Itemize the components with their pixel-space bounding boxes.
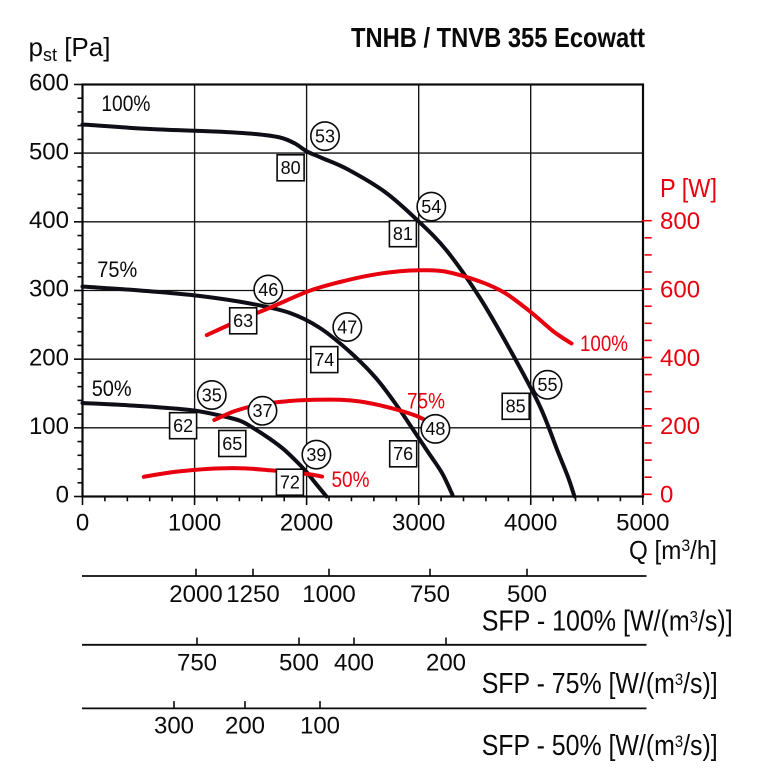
svg-text:pst [Pa]: pst [Pa] [29,32,111,65]
svg-text:72: 72 [280,473,300,493]
svg-text:80: 80 [281,158,301,178]
svg-text:75%: 75% [97,257,137,282]
svg-text:P [W]: P [W] [660,173,717,203]
svg-text:0: 0 [660,482,673,509]
svg-text:1000: 1000 [168,510,221,537]
svg-text:65: 65 [222,434,242,454]
svg-text:600: 600 [29,70,69,97]
svg-text:76: 76 [393,444,413,464]
svg-text:300: 300 [154,712,194,739]
svg-text:3000: 3000 [392,510,445,537]
svg-text:37: 37 [252,401,272,421]
svg-text:500: 500 [279,650,319,677]
svg-text:81: 81 [393,224,413,244]
svg-text:800: 800 [660,208,700,235]
svg-text:50%: 50% [92,376,132,401]
svg-text:47: 47 [337,317,357,337]
svg-text:100%: 100% [580,331,628,356]
svg-text:2000: 2000 [169,581,222,608]
svg-text:100%: 100% [101,91,150,116]
svg-text:1000: 1000 [302,581,355,608]
svg-text:200: 200 [426,650,466,677]
svg-text:74: 74 [314,350,334,370]
svg-text:46: 46 [258,280,278,300]
svg-text:500: 500 [29,138,69,165]
svg-text:85: 85 [506,397,526,417]
svg-text:75%: 75% [407,389,445,414]
svg-text:SFP - 50% [W/(m3/s)]: SFP - 50% [W/(m3/s)] [482,730,718,762]
svg-text:62: 62 [173,416,193,436]
svg-text:400: 400 [660,345,700,372]
svg-text:4000: 4000 [504,510,557,537]
svg-text:2000: 2000 [280,510,333,537]
svg-text:750: 750 [177,650,217,677]
svg-text:Q [m3/h]: Q [m3/h] [629,535,717,565]
svg-text:200: 200 [660,413,700,440]
svg-text:100: 100 [300,712,340,739]
svg-text:400: 400 [334,650,374,677]
svg-text:63: 63 [233,311,253,331]
svg-text:0: 0 [56,482,69,509]
svg-text:5000: 5000 [616,510,669,537]
svg-text:500: 500 [507,581,547,608]
svg-text:750: 750 [410,581,450,608]
svg-text:54: 54 [421,197,441,217]
svg-text:400: 400 [29,207,69,234]
svg-text:1250: 1250 [226,581,279,608]
svg-text:48: 48 [425,419,445,439]
svg-text:TNHB / TNVB 355 Ecowatt: TNHB / TNVB 355 Ecowatt [351,22,645,53]
svg-text:39: 39 [306,445,326,465]
svg-text:100: 100 [29,413,69,440]
svg-text:50%: 50% [332,467,370,492]
svg-text:200: 200 [225,712,265,739]
svg-text:300: 300 [29,276,69,303]
svg-text:0: 0 [76,510,89,537]
svg-text:35: 35 [202,385,222,405]
svg-text:600: 600 [660,276,700,303]
svg-text:200: 200 [29,344,69,371]
svg-text:SFP - 75% [W/(m3/s)]: SFP - 75% [W/(m3/s)] [482,668,718,700]
svg-text:53: 53 [315,126,335,146]
svg-text:55: 55 [537,375,557,395]
